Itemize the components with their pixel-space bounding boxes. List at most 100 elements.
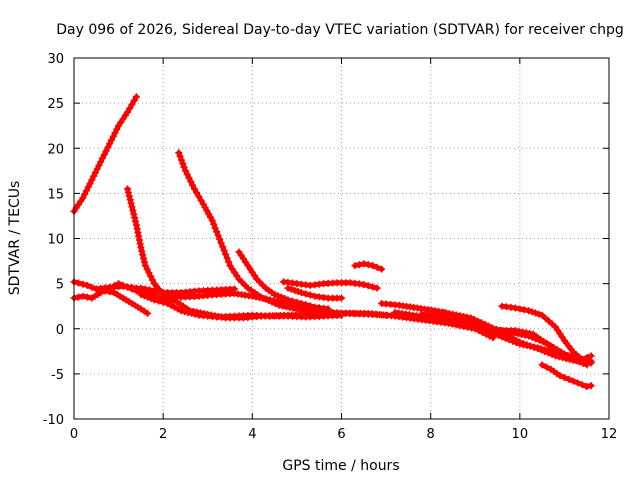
data-point-marker	[187, 178, 195, 186]
data-point-marker	[257, 293, 265, 301]
data-point-marker	[79, 292, 87, 300]
data-point-marker	[217, 239, 225, 247]
data-point-marker	[306, 291, 314, 299]
data-point-marker	[100, 151, 108, 159]
data-point-marker	[373, 263, 381, 271]
data-point-marker	[147, 272, 155, 280]
y-tick-label: 25	[47, 97, 64, 112]
data-point-marker	[90, 172, 98, 180]
y-tick-label: -10	[43, 413, 64, 428]
data-point-marker	[83, 281, 91, 289]
data-point-marker	[541, 346, 549, 354]
data-point-marker	[302, 290, 310, 298]
data-point-marker	[491, 330, 499, 338]
data-point-marker	[544, 347, 552, 355]
series-trace	[539, 362, 594, 390]
data-point-marker	[137, 290, 145, 298]
data-point-marker	[369, 262, 377, 270]
data-point-marker	[188, 309, 196, 317]
data-point-marker	[130, 97, 138, 105]
data-point-marker	[294, 288, 302, 296]
data-point-marker	[587, 357, 595, 365]
data-point-marker	[181, 167, 189, 175]
data-point-marker	[127, 199, 135, 207]
y-tick-label: 0	[56, 323, 64, 338]
data-point-marker	[274, 292, 282, 300]
data-point-marker	[97, 286, 105, 294]
data-point-marker	[179, 160, 187, 168]
data-point-marker	[147, 295, 155, 303]
x-tick-label: 4	[248, 427, 256, 442]
data-point-marker	[189, 181, 197, 189]
data-point-marker	[166, 290, 174, 298]
data-point-marker	[498, 333, 506, 341]
data-point-marker	[223, 254, 231, 262]
data-point-marker	[107, 136, 115, 144]
data-series	[70, 93, 595, 391]
x-tick-label: 12	[601, 427, 618, 442]
x-tick-label: 8	[427, 427, 435, 442]
data-point-marker	[124, 108, 131, 116]
data-point-marker	[306, 302, 314, 310]
data-point-marker	[271, 290, 279, 298]
data-point-marker	[552, 349, 559, 357]
data-point-marker	[86, 179, 94, 187]
data-point-marker	[140, 292, 148, 300]
data-point-marker	[129, 207, 137, 215]
data-point-marker	[444, 310, 452, 318]
data-point-marker	[126, 104, 134, 112]
y-tick-label: 10	[47, 233, 64, 248]
data-point-marker	[101, 287, 109, 295]
data-point-marker	[109, 133, 117, 141]
data-point-marker	[211, 224, 219, 232]
data-point-marker	[338, 311, 345, 319]
grid-lines	[74, 58, 609, 419]
data-point-marker	[145, 269, 153, 277]
data-point-marker	[74, 293, 82, 301]
data-point-marker	[355, 261, 363, 269]
data-point-marker	[382, 311, 390, 319]
data-point-marker	[214, 231, 222, 239]
data-point-marker	[132, 93, 140, 101]
data-point-marker	[159, 289, 167, 297]
data-point-marker	[502, 334, 510, 342]
series-arc-4	[97, 286, 152, 317]
data-point-marker	[484, 326, 492, 334]
data-point-marker	[132, 217, 140, 225]
data-point-marker	[536, 335, 544, 343]
data-point-marker	[291, 286, 299, 294]
data-point-marker	[509, 337, 517, 345]
data-point-marker	[84, 183, 92, 191]
data-point-marker	[79, 194, 87, 202]
y-axis-title: SDTVAR / TECUs	[7, 181, 23, 296]
data-point-marker	[566, 353, 574, 361]
data-point-marker	[297, 299, 305, 307]
data-point-marker	[79, 280, 87, 288]
data-point-marker	[462, 318, 470, 326]
data-point-marker	[119, 281, 127, 289]
data-point-marker	[99, 154, 107, 162]
y-tick-label: 30	[47, 52, 64, 67]
series-arc-11	[284, 284, 345, 302]
data-point-marker	[378, 265, 386, 273]
data-point-marker	[477, 323, 485, 331]
data-point-marker	[124, 188, 132, 196]
data-point-marker	[195, 193, 203, 201]
data-point-marker	[533, 333, 541, 341]
data-point-marker	[216, 235, 224, 243]
data-point-marker	[106, 288, 114, 296]
data-point-marker	[140, 258, 148, 266]
data-point-marker	[180, 163, 188, 171]
series-arc-1	[70, 93, 140, 215]
data-point-marker	[297, 289, 305, 297]
data-point-marker	[146, 286, 154, 294]
data-point-marker	[569, 377, 577, 385]
data-point-marker	[190, 185, 198, 193]
data-point-marker	[268, 298, 276, 306]
data-point-marker	[184, 309, 192, 317]
data-point-marker	[516, 305, 524, 313]
series-arc-12	[351, 260, 386, 273]
x-tick-label: 6	[337, 427, 345, 442]
data-point-marker	[364, 261, 372, 269]
